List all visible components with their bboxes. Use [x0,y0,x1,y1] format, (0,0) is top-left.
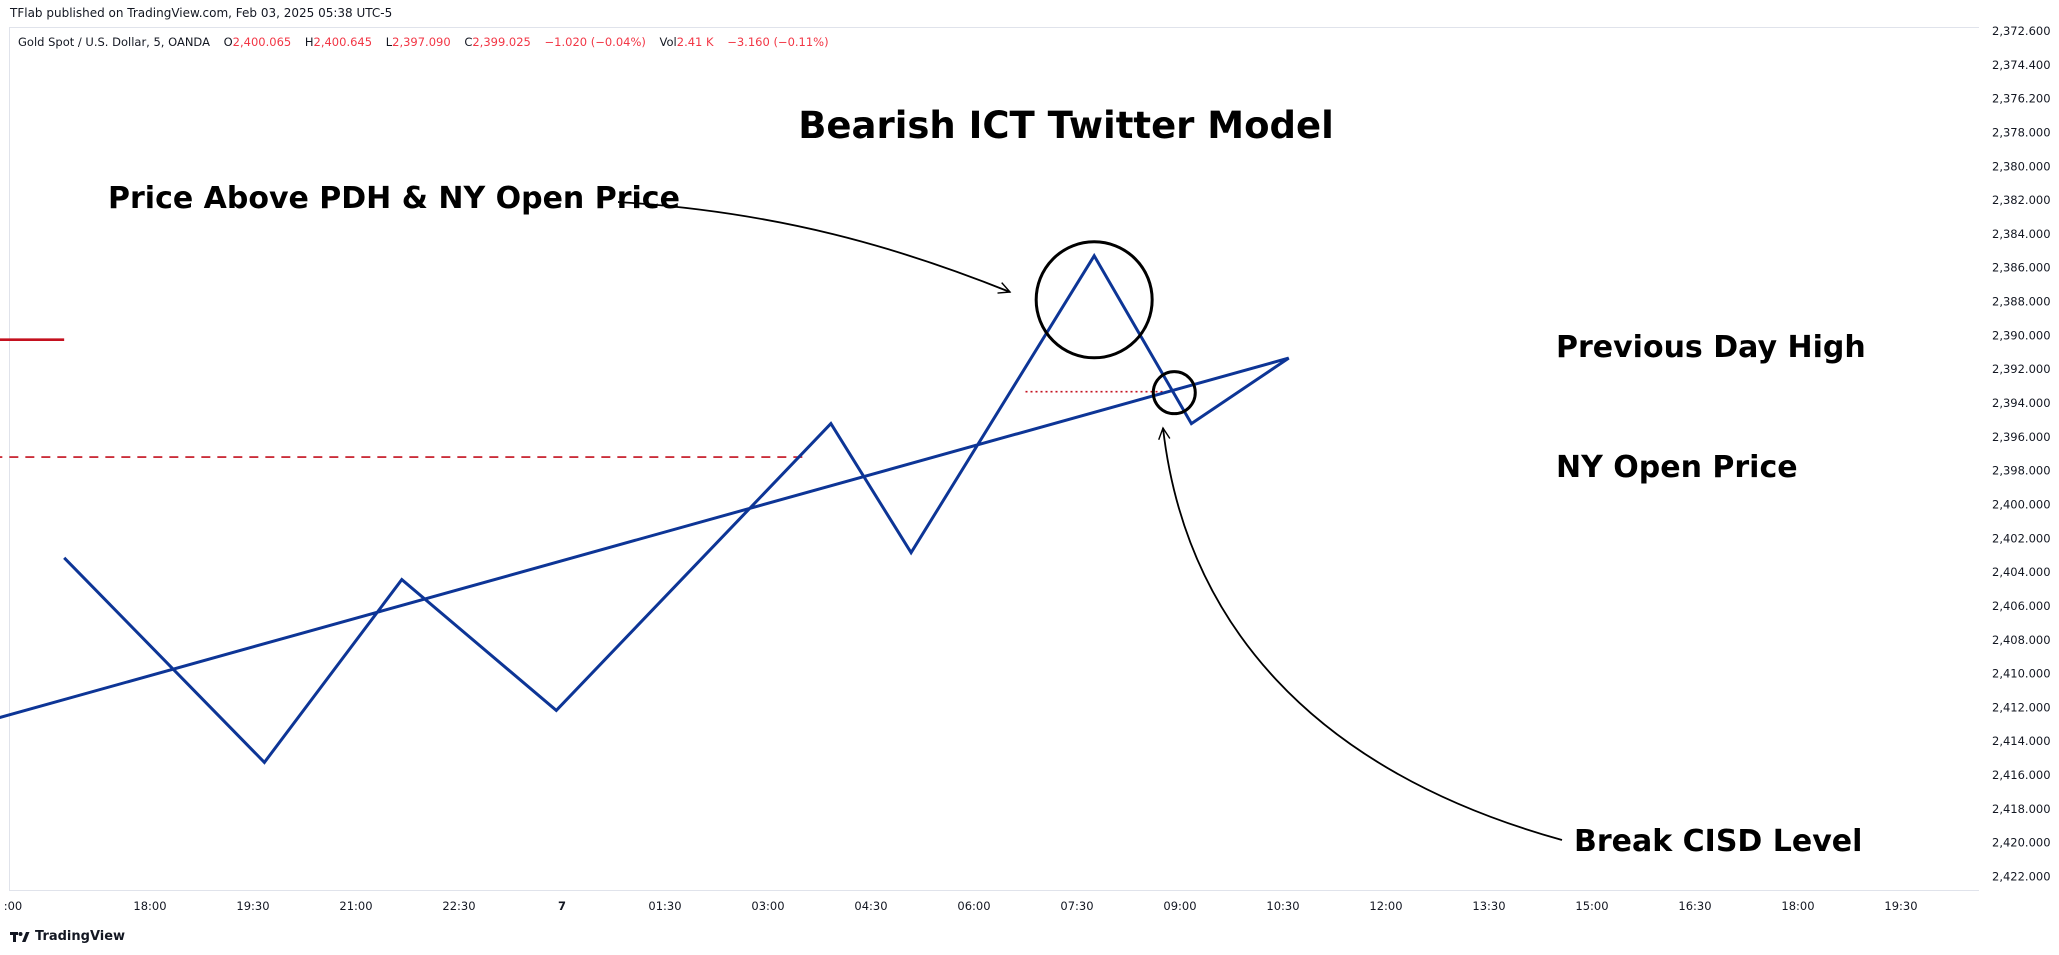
x-tick-label: 18:00 [1781,899,1814,913]
y-tick-label: 2,422.000 [1992,870,2051,884]
y-tick-label: 2,402.000 [1992,531,2051,545]
y-tick-label: 2,416.000 [1992,768,2051,782]
y-tick-label: 2,388.000 [1992,295,2051,309]
x-tick-label: 12:00 [1369,899,1402,913]
low-value: 2,397.090 [392,35,451,49]
y-tick-label: 2,390.000 [1992,328,2051,342]
price-line [0,252,1290,765]
y-tick-label: 2,394.000 [1992,396,2051,410]
x-tick-label: 19:30 [1884,899,1917,913]
y-tick-label: 2,420.000 [1992,836,2051,850]
arrow-to-peak [617,201,1010,292]
x-tick-label: 10:30 [1266,899,1299,913]
annotations: Price Above PDH & NY Open Price Previous … [108,181,1866,859]
footer-brand: TradingView [35,929,126,944]
y-tick-label: 2,410.000 [1992,667,2051,681]
chart-frame [9,27,1979,891]
open-label: O [223,35,233,49]
y-tick-label: 2,398.000 [1992,464,2051,478]
x-tick-label: 7 [558,899,566,913]
open-value: 2,400.065 [232,35,292,49]
y-tick-label: 2,414.000 [1992,734,2051,748]
volume-change: −3.160 (−0.11%) [727,35,829,49]
y-tick-label: 2,384.000 [1992,227,2051,241]
price-axis: 2,372.600 2,374.400 2,376.200 2,378.000 2,38… [1992,24,2051,884]
y-tick-label: 2,408.000 [1992,633,2051,647]
tradingview-logo-icon [10,931,30,942]
x-tick-label: 22:30 [442,899,475,913]
x-tick-label: 09:00 [1163,899,1196,913]
x-tick-label: 06:00 [957,899,990,913]
annotation-price-above-pdh: Price Above PDH & NY Open Price [108,181,680,216]
x-tick-label: 04:30 [854,899,887,913]
high-value: 2,400.645 [313,35,373,49]
y-tick-label: 2,374.400 [1992,58,2051,72]
y-tick-label: 2,418.000 [1992,802,2051,816]
close-label: C [464,35,473,49]
peak-highlight-circle [1034,240,1154,360]
annotation-break-cisd-level: Break CISD Level [1574,824,1862,859]
x-tick-label: 19:30 [236,899,269,913]
published-caption: TFlab published on TradingView.com, Feb … [10,6,393,20]
volume-label: Vol [659,35,677,49]
high-label: H [304,35,314,49]
close-value: 2,399.025 [472,35,531,49]
y-tick-label: 2,396.000 [1992,430,2051,444]
y-tick-label: 2,392.000 [1992,362,2051,376]
y-tick-label: 2,378.000 [1992,125,2051,139]
annotation-previous-day-high: Previous Day High [1556,330,1866,365]
x-tick-label: 01:30 [648,899,681,913]
x-tick-label: 15:00 [1575,899,1608,913]
y-tick-label: 2,406.000 [1992,599,2051,613]
x-tick-label: 13:30 [1472,899,1505,913]
y-tick-label: 2,412.000 [1992,700,2051,714]
y-tick-label: 2,400.000 [1992,497,2051,511]
x-tick-label: :00 [4,899,23,913]
y-tick-label: 2,382.000 [1992,193,2051,207]
price-series [0,252,1290,765]
arrow-to-cisd [1163,428,1563,841]
symbol-name: Gold Spot / U.S. Dollar, 5, OANDA [18,35,210,49]
symbol-legend: Gold Spot / U.S. Dollar, 5, OANDA O2,400… [18,35,829,49]
low-label: L [385,35,393,49]
x-tick-label: 21:00 [339,899,372,913]
footer: TradingView [10,929,125,944]
y-tick-label: 2,372.600 [1992,24,2051,38]
y-tick-label: 2,380.000 [1992,159,2051,173]
price-change: −1.020 (−0.04%) [544,35,646,49]
y-tick-label: 2,386.000 [1992,261,2051,275]
time-axis: :00 18:00 19:30 21:00 22:30 7 01:30 03:00 04:30 0… [4,899,1918,913]
price-levels [0,338,1175,458]
x-tick-label: 03:00 [751,899,784,913]
chart-title: Bearish ICT Twitter Model [798,104,1334,147]
x-tick-label: 18:00 [133,899,166,913]
x-tick-label: 16:30 [1678,899,1711,913]
y-tick-label: 2,404.000 [1992,565,2051,579]
y-tick-label: 2,376.200 [1992,92,2051,106]
x-tick-label: 07:30 [1060,899,1093,913]
cisd-highlight-circle [1151,370,1197,416]
volume-value: 2.41 K [676,35,714,49]
annotation-ny-open-price: NY Open Price [1556,450,1798,485]
